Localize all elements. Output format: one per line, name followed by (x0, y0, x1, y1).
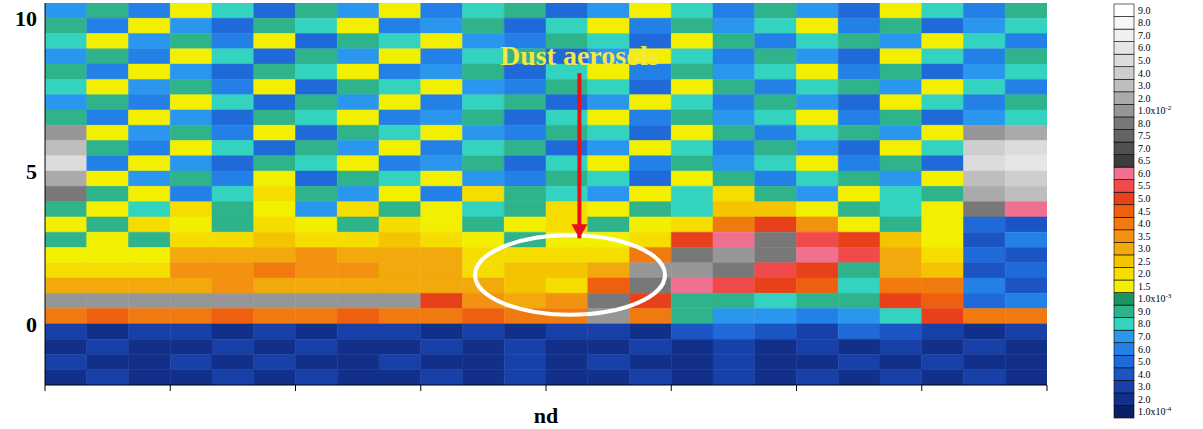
svg-text:3.0: 3.0 (1138, 381, 1151, 392)
svg-text:8.0: 8.0 (1138, 318, 1151, 329)
svg-text:9.0: 9.0 (1138, 306, 1151, 317)
svg-text:2.0: 2.0 (1138, 268, 1151, 279)
svg-text:3.0: 3.0 (1138, 80, 1151, 91)
svg-text:7.0: 7.0 (1138, 143, 1151, 154)
svg-text:2.5: 2.5 (1138, 256, 1151, 267)
svg-text:6.0: 6.0 (1138, 344, 1151, 355)
svg-text:2.0: 2.0 (1138, 93, 1151, 104)
svg-text:5: 5 (26, 159, 37, 184)
svg-text:7.0: 7.0 (1138, 30, 1151, 41)
svg-text:nd: nd (534, 403, 558, 428)
svg-text:4.0: 4.0 (1138, 68, 1151, 79)
svg-text:4.0: 4.0 (1138, 369, 1151, 380)
svg-text:4.5: 4.5 (1138, 206, 1151, 217)
svg-text:6.5: 6.5 (1138, 155, 1151, 166)
svg-text:7.0: 7.0 (1138, 331, 1151, 342)
svg-text:9.0: 9.0 (1138, 5, 1151, 16)
svg-text:5.0: 5.0 (1138, 55, 1151, 66)
svg-text:1.0x10-2: 1.0x10-2 (1138, 104, 1172, 116)
svg-text:8.0: 8.0 (1138, 118, 1151, 129)
svg-text:Dust aerosols: Dust aerosols (500, 40, 659, 71)
svg-text:3.0: 3.0 (1138, 243, 1151, 254)
svg-text:5.0: 5.0 (1138, 193, 1151, 204)
svg-text:1.0x10-4: 1.0x10-4 (1138, 405, 1172, 417)
svg-text:4.0: 4.0 (1138, 218, 1151, 229)
svg-text:5.0: 5.0 (1138, 356, 1151, 367)
svg-text:6.0: 6.0 (1138, 42, 1151, 53)
svg-text:10: 10 (15, 6, 37, 31)
svg-text:5.5: 5.5 (1138, 180, 1151, 191)
svg-text:8.0: 8.0 (1138, 17, 1151, 28)
svg-text:7.5: 7.5 (1138, 130, 1151, 141)
svg-text:0: 0 (26, 312, 37, 337)
svg-text:1.5: 1.5 (1138, 281, 1151, 292)
svg-text:1.0x10-3: 1.0x10-3 (1138, 292, 1172, 304)
svg-text:6.0: 6.0 (1138, 168, 1151, 179)
svg-text:3.5: 3.5 (1138, 231, 1151, 242)
svg-text:2.0: 2.0 (1138, 394, 1151, 405)
